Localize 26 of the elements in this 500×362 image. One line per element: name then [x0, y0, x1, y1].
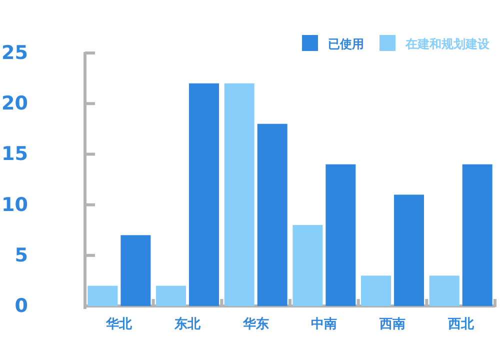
bar — [257, 124, 288, 306]
bar — [224, 83, 254, 306]
x-tick-label: 西南 — [378, 317, 406, 332]
bar — [462, 164, 492, 306]
bar — [292, 225, 323, 306]
bar — [361, 276, 391, 306]
bar — [394, 194, 424, 306]
y-tick-label: 25 — [2, 42, 28, 64]
bar — [156, 286, 186, 306]
x-tick-label: 中南 — [311, 317, 338, 332]
bar — [120, 235, 151, 306]
y-tick-label: 15 — [2, 143, 28, 166]
bar — [326, 164, 356, 306]
bar — [429, 276, 460, 306]
bar — [189, 83, 219, 306]
y-tick-label: 0 — [14, 295, 28, 317]
y-tick-label: 20 — [2, 92, 28, 115]
y-tick-label: 5 — [14, 244, 28, 266]
x-tick-label: 华东 — [242, 316, 269, 332]
x-tick-label: 西北 — [446, 317, 475, 332]
legend-label: 已使用 — [328, 37, 364, 51]
bar — [88, 286, 118, 306]
legend-label: 在建和规划建设 — [404, 37, 490, 51]
x-tick-label: 华北 — [105, 317, 134, 332]
y-tick-label: 10 — [2, 194, 28, 216]
x-tick-label: 东北 — [174, 316, 202, 332]
